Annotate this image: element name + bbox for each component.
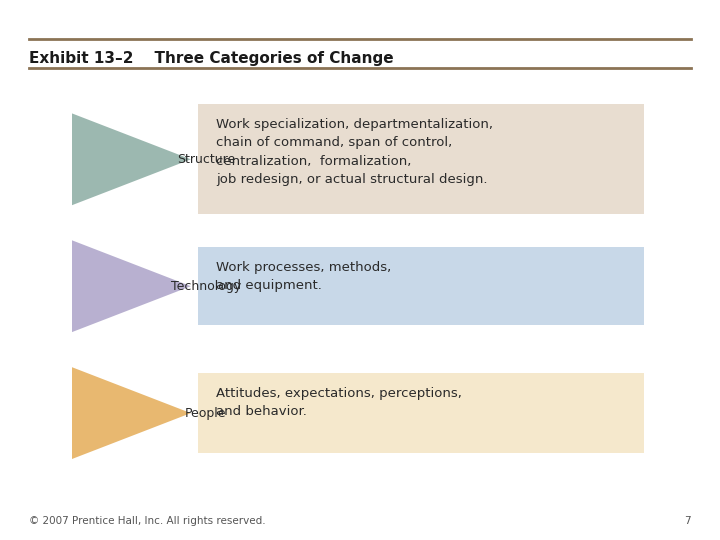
Text: People: People	[185, 407, 227, 420]
Text: Work processes, methods,
and equipment.: Work processes, methods, and equipment.	[216, 261, 391, 292]
Polygon shape	[72, 240, 191, 332]
Polygon shape	[72, 367, 191, 459]
Polygon shape	[72, 113, 191, 205]
Text: Technology: Technology	[171, 280, 241, 293]
FancyBboxPatch shape	[198, 247, 644, 325]
Text: Work specialization, departmentalization,
chain of command, span of control,
cen: Work specialization, departmentalization…	[216, 118, 493, 186]
Text: Exhibit 13–2    Three Categories of Change: Exhibit 13–2 Three Categories of Change	[29, 51, 393, 66]
FancyBboxPatch shape	[198, 373, 644, 453]
Text: Attitudes, expectations, perceptions,
and behavior.: Attitudes, expectations, perceptions, an…	[216, 387, 462, 418]
Text: Structure: Structure	[176, 153, 235, 166]
FancyBboxPatch shape	[198, 104, 644, 214]
Text: © 2007 Prentice Hall, Inc. All rights reserved.: © 2007 Prentice Hall, Inc. All rights re…	[29, 516, 266, 526]
Text: 7: 7	[685, 516, 691, 526]
